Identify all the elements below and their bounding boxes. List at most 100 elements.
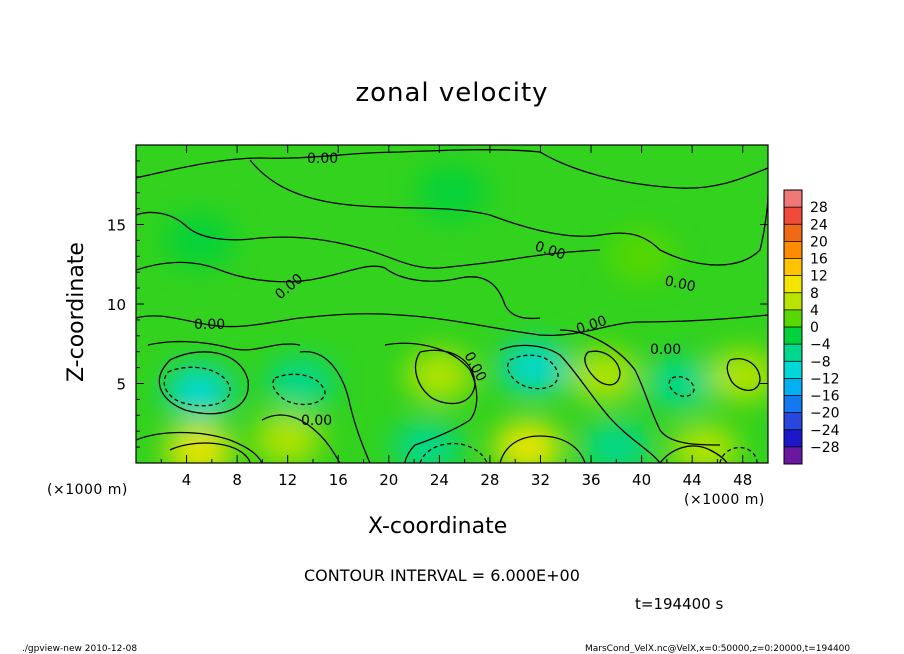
colorbar-swatch: [784, 292, 802, 310]
contour-line: [136, 313, 768, 337]
contour-line: [158, 351, 249, 415]
x-tick-label: 40: [632, 471, 651, 489]
x-tick-label: 32: [531, 471, 550, 489]
contour-line: [659, 445, 728, 463]
colorbar-label: 28: [810, 200, 828, 216]
contour-line: [559, 329, 721, 446]
colorbar-label: 12: [810, 269, 828, 285]
colorbar-label: 16: [810, 252, 828, 268]
contour-line: [136, 149, 768, 189]
colorbar-label: −28: [810, 440, 840, 456]
colorbar-swatch: [784, 446, 802, 464]
colorbar-swatch: [784, 309, 802, 327]
contour-line: [249, 159, 768, 266]
x-tick-label: 36: [581, 471, 600, 489]
x-tick-label: 48: [733, 471, 752, 489]
chart-title: zonal velocity: [355, 78, 549, 108]
contour-line: [668, 376, 695, 397]
x-tick-label: 12: [278, 471, 297, 489]
contour-label: 0.00: [663, 273, 697, 295]
contour-label: 0.00: [650, 342, 681, 358]
colorbar-label: 20: [810, 234, 828, 250]
heatmap-cell: [500, 341, 569, 394]
contour-line: [169, 442, 251, 463]
heatmap-cell: [645, 357, 714, 410]
x-tick-label: 44: [683, 471, 702, 489]
colorbar-swatch: [784, 207, 802, 225]
x-tick-label: 8: [232, 471, 242, 489]
contour-line: [261, 414, 341, 463]
heatmap-cell: [607, 230, 676, 283]
heatmap-cell: [392, 421, 461, 463]
colorbar-swatch: [784, 275, 802, 293]
contour-line: [507, 354, 559, 390]
colorbar-label: 8: [810, 286, 819, 302]
contour-line: [584, 350, 621, 386]
contour-line: [384, 342, 478, 463]
contour-label: 0.00: [301, 413, 332, 429]
contour-line: [499, 435, 586, 463]
contour-line: [136, 431, 263, 463]
contour-line: [719, 447, 758, 463]
x-tick-label: 16: [329, 471, 348, 489]
contour-line: [147, 340, 301, 351]
x-tick-label: 4: [182, 471, 192, 489]
heatmap-cell: [582, 421, 651, 463]
colorbar-swatch: [784, 378, 802, 396]
colorbar-label: −8: [810, 354, 831, 370]
time-stamp: t=194400 s: [635, 595, 724, 613]
colorbar-swatch: [784, 344, 802, 362]
contour-label: 0.00: [194, 317, 225, 333]
colorbar-swatch: [784, 327, 802, 345]
heatmap-cell: [165, 365, 234, 418]
colorbar-swatch: [784, 241, 802, 259]
heatmap-cell: [708, 349, 768, 402]
heatmap-cell: [253, 413, 322, 463]
footer-left: ./gpview-new 2010-12-08: [22, 644, 138, 654]
y-tick-label: 15: [107, 217, 126, 235]
colorbar-swatch: [784, 361, 802, 379]
colorbar-swatch: [784, 190, 802, 208]
colorbar-label: −12: [810, 371, 840, 387]
heatmap-cell: [493, 421, 562, 463]
contour-label: 0.00: [307, 151, 338, 167]
heatmap-cell: [569, 349, 638, 402]
contour-line: [726, 358, 761, 392]
x-tick-label: 20: [379, 471, 398, 489]
colorbar-label: 24: [810, 217, 828, 233]
contour-line: [136, 211, 601, 269]
colorbar-label: −24: [810, 423, 840, 439]
contour-interval-note: CONTOUR INTERVAL = 6.000E+00: [304, 566, 580, 585]
contour-line: [415, 349, 476, 405]
colorbar-label: −4: [810, 337, 831, 353]
x-axis-unit-right: (×1000 m): [684, 492, 765, 508]
heatmap-cell: [165, 214, 234, 267]
y-tick-label: 10: [107, 296, 126, 314]
x-axis-label: X-coordinate: [368, 514, 508, 539]
y-tick-label: 5: [116, 376, 126, 394]
colorbar-swatch: [784, 258, 802, 276]
heatmap-cell: [418, 166, 486, 219]
x-tick-label: 28: [480, 471, 499, 489]
heatmap-cell: [670, 424, 739, 463]
colorbar-label: 0: [810, 320, 819, 336]
x-tick-label: 24: [430, 471, 449, 489]
colorbar-swatch: [784, 395, 802, 413]
y-axis-label: Z-coordinate: [64, 242, 89, 382]
colorbar-label: 4: [810, 303, 819, 319]
colorbar-label: −16: [810, 389, 840, 405]
footer-right: MarsCond_VelX.nc@VelX,x=0:50000,z=0:2000…: [585, 644, 851, 654]
heatmap-cell: [266, 357, 335, 410]
colorbar-swatch: [784, 429, 802, 447]
x-axis-unit-left: (×1000 m): [47, 482, 128, 498]
contour-line: [299, 351, 371, 463]
contour-line: [419, 442, 488, 463]
contour-line: [272, 373, 326, 406]
colorbar-swatch: [784, 224, 802, 242]
colorbar-swatch: [784, 412, 802, 430]
contour-line: [499, 344, 661, 463]
contour-line: [136, 261, 541, 320]
colorbar-label: −20: [810, 406, 840, 422]
